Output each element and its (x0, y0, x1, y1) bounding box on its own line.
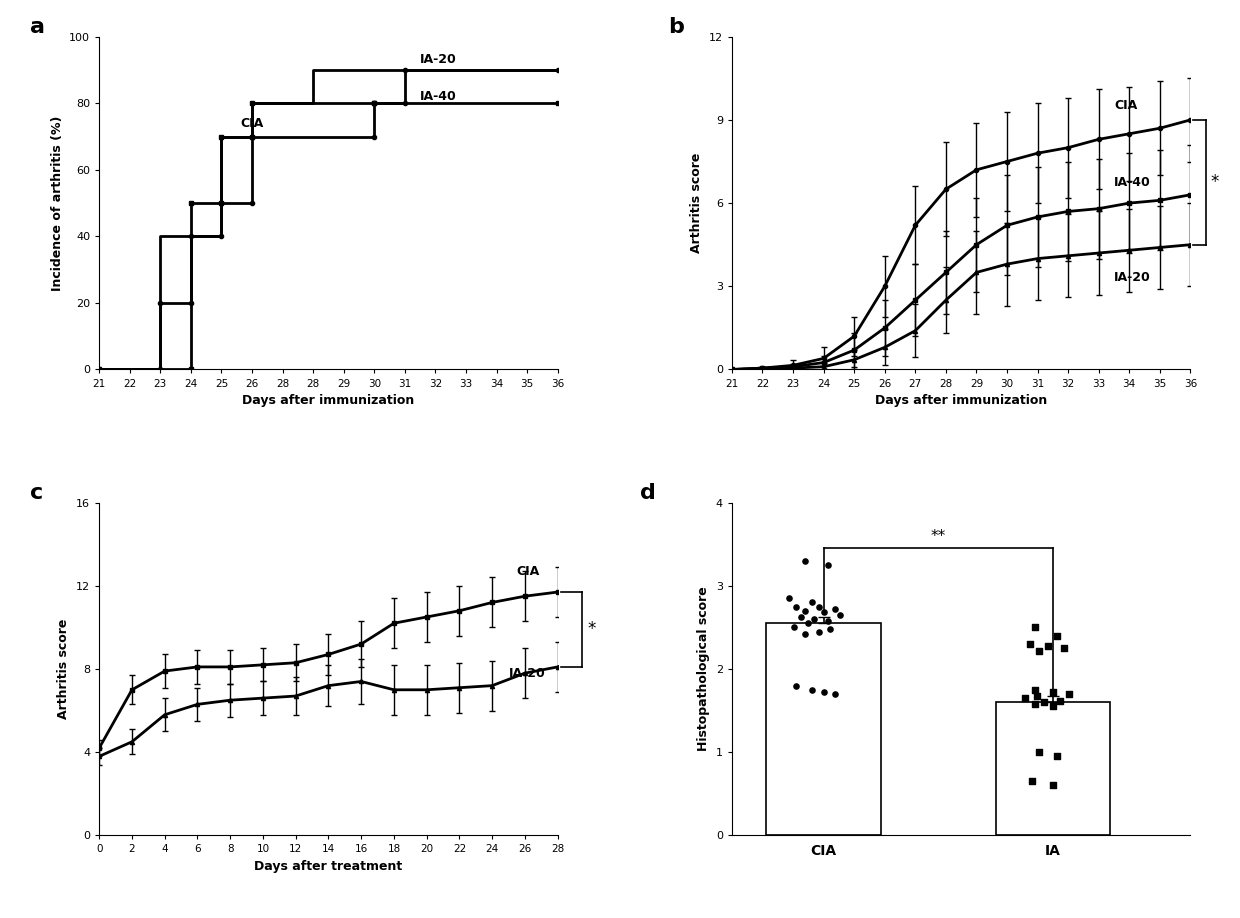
Point (813, 605, 833, 620)
Point (1021, 637, 1040, 652)
Point (1059, 687, 1079, 701)
Text: CIA: CIA (1114, 99, 1137, 112)
Point (1029, 644, 1049, 658)
Point (1029, 744, 1049, 759)
Point (1043, 700, 1063, 714)
Bar (996, 702, 1110, 835)
Text: CIA: CIA (241, 117, 264, 129)
Point (791, 610, 811, 625)
Point (802, 595, 822, 610)
Text: c: c (31, 483, 43, 503)
Point (795, 603, 815, 618)
Point (821, 621, 841, 636)
Text: **: ** (930, 529, 946, 544)
Text: b: b (667, 17, 683, 37)
Text: IA-40: IA-40 (1114, 176, 1151, 189)
X-axis label: Days after immunization: Days after immunization (875, 394, 1048, 407)
Text: IA-20: IA-20 (1114, 271, 1151, 284)
Y-axis label: Arthritis score: Arthritis score (57, 619, 71, 719)
Point (797, 616, 817, 631)
Text: IA-20: IA-20 (420, 53, 456, 66)
Point (1016, 690, 1035, 705)
Point (1022, 774, 1042, 789)
Point (1034, 695, 1054, 710)
Bar (766, 623, 880, 835)
Point (795, 554, 815, 568)
Point (786, 678, 806, 693)
Point (784, 620, 804, 634)
Text: CIA: CIA (517, 565, 539, 578)
Text: IA-40: IA-40 (420, 90, 456, 103)
Point (1048, 628, 1068, 643)
Text: d: d (640, 483, 656, 503)
Text: IA-20: IA-20 (508, 667, 546, 680)
Point (818, 613, 838, 628)
Point (1024, 682, 1044, 697)
Point (795, 627, 815, 642)
Point (825, 601, 844, 616)
Point (779, 591, 799, 606)
Point (802, 682, 822, 697)
Point (1024, 620, 1044, 634)
Point (805, 611, 825, 626)
Text: *: * (588, 621, 595, 639)
Y-axis label: Incidence of arthritis (%): Incidence of arthritis (%) (51, 116, 63, 291)
Point (1027, 688, 1047, 703)
Text: a: a (31, 17, 46, 37)
X-axis label: Days after treatment: Days after treatment (254, 860, 403, 873)
Point (1038, 638, 1058, 653)
Point (1043, 778, 1063, 793)
Point (813, 685, 833, 700)
Point (818, 557, 838, 572)
Point (830, 608, 849, 622)
Point (825, 687, 844, 701)
Point (786, 599, 806, 614)
Point (1048, 749, 1068, 764)
Point (1054, 641, 1074, 655)
Text: *: * (1210, 174, 1219, 191)
Point (1050, 693, 1070, 708)
Y-axis label: Histopathological score: Histopathological score (697, 587, 711, 751)
X-axis label: Days after immunization: Days after immunization (242, 394, 414, 407)
Point (810, 599, 830, 614)
Point (810, 624, 830, 639)
Y-axis label: Arthritis score: Arthritis score (691, 153, 703, 253)
Point (1024, 697, 1044, 711)
Point (1043, 685, 1063, 700)
